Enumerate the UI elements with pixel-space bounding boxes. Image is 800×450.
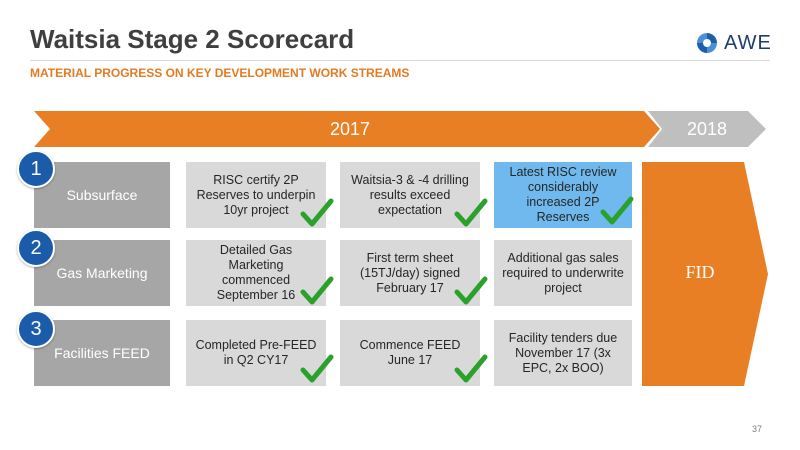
checkmark-icon (300, 198, 334, 227)
row-number-badge: 2 (17, 229, 55, 267)
row-number-badge: 3 (17, 310, 55, 348)
header-divider (30, 60, 770, 61)
scorecard-cell: Facility tenders due November 17 (3x EPC… (494, 320, 632, 386)
logo-icon (697, 33, 717, 53)
logo-text: AWE (724, 31, 772, 54)
timeline-2018-arrow (648, 111, 766, 147)
fid-milestone-label: FID (685, 262, 715, 282)
page-title: Waitsia Stage 2 Scorecard (30, 24, 355, 54)
timeline-2017-arrow (34, 111, 660, 147)
scorecard-cell: Completed Pre-FEED in Q2 CY17 (186, 320, 326, 386)
checkmark-icon (300, 354, 334, 383)
timeline-arrows (34, 111, 766, 147)
scorecard-cell: Additional gas sales required to underwr… (494, 240, 632, 306)
year-2017-label: 2017 (329, 119, 371, 139)
page-number: 37 (752, 424, 763, 434)
page-subtitle: MATERIAL PROGRESS ON KEY DEVELOPMENT WOR… (30, 66, 410, 80)
scorecard-cell: Commence FEED June 17 (340, 320, 480, 386)
row-label-gas-marketing: Gas Marketing (34, 240, 170, 306)
row-number-badge: 1 (17, 150, 55, 188)
checkmark-icon (454, 198, 488, 227)
checkmark-icon (454, 354, 488, 383)
row-label-facilities-feed: Facilities FEED (34, 320, 170, 386)
company-logo: AWE (696, 30, 772, 56)
year-2018-label: 2018 (686, 119, 728, 139)
checkmark-icon (300, 276, 334, 305)
checkmark-icon (454, 276, 488, 305)
row-label-subsurface: Subsurface (34, 162, 170, 228)
checkmark-icon (600, 196, 634, 225)
